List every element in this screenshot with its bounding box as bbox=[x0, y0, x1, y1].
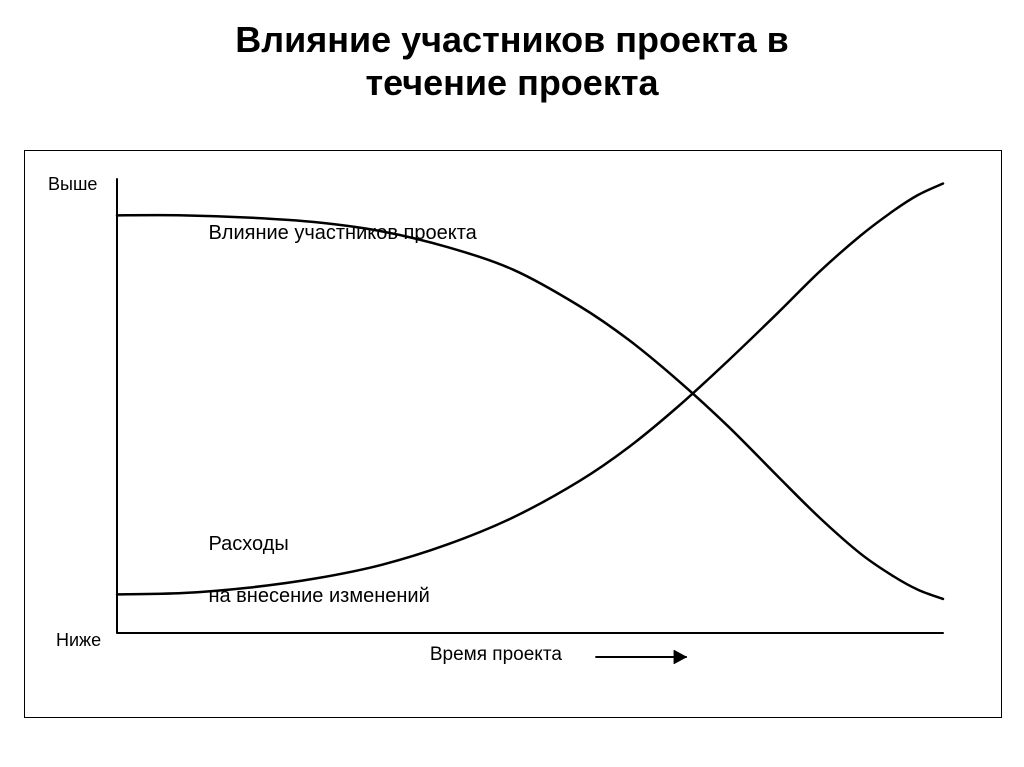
page-title: Влияние участников проекта в течение про… bbox=[0, 0, 1024, 104]
influence-label-text: Влияние участников проекта bbox=[208, 222, 476, 244]
cost-label-line1: Расходы bbox=[208, 533, 288, 555]
cost-label-line2: на внесение изменений bbox=[208, 585, 429, 607]
x-axis-label: Время проекта bbox=[430, 644, 562, 666]
chart-frame bbox=[24, 150, 1002, 718]
x-axis-arrow-head bbox=[674, 650, 686, 663]
influence-curve-label: Влияние участников проекта bbox=[186, 194, 477, 272]
title-line-1: Влияние участников проекта в bbox=[0, 18, 1024, 61]
cost-curve-label: Расходы на внесение изменений bbox=[186, 505, 430, 635]
title-line-2: течение проекта bbox=[0, 61, 1024, 104]
y-axis-bottom-label: Ниже bbox=[56, 630, 101, 651]
y-axis-top-label: Выше bbox=[48, 174, 97, 195]
chart-svg bbox=[25, 151, 1003, 719]
